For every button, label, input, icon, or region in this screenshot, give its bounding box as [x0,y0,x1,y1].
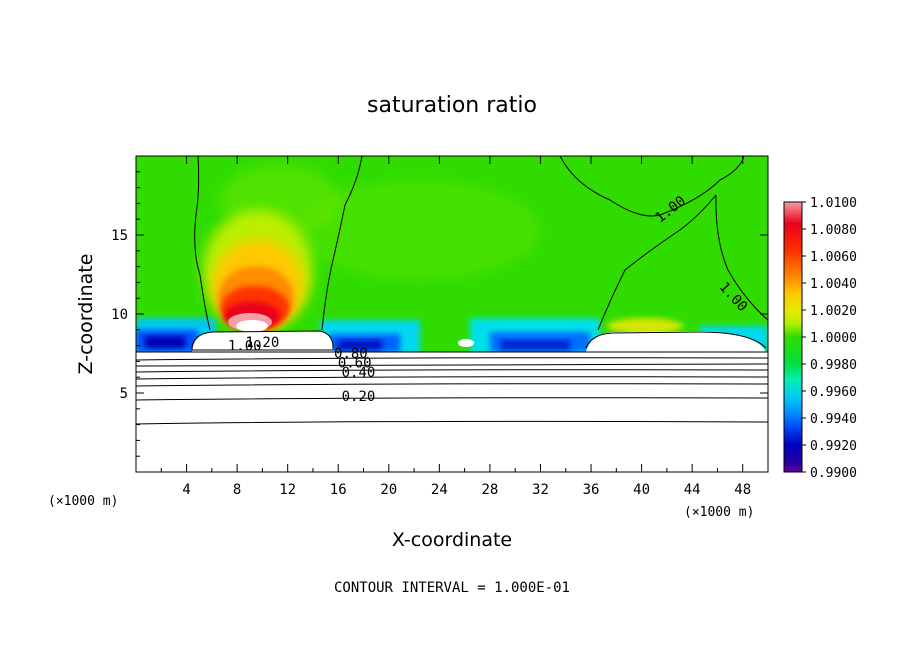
heatmap-field [136,156,768,472]
colorbar-label: 1.0060 [810,250,857,265]
x-tick-label: 32 [532,482,549,498]
contour-interval-note: CONTOUR INTERVAL = 1.000E-01 [334,580,570,596]
chart-title: saturation ratio [367,93,537,118]
colorbar-label: 0.9980 [810,358,857,373]
colorbar-label: 1.0000 [810,331,857,346]
x-tick-label: 36 [583,482,600,498]
y-tick-label: 10 [111,307,128,323]
x-tick-label: 16 [330,482,347,498]
x-tick-label: 8 [233,482,241,498]
x-tick-label: 48 [734,482,751,498]
x-tick-label: 28 [481,482,498,498]
x-tick-label: 20 [380,482,397,498]
contour-label: 0.60 [338,356,372,372]
colorbar-label: 1.0100 [810,196,857,211]
colorbar-label: 0.9920 [810,439,857,454]
colorbar-label: 0.9900 [810,466,857,481]
colorbar-label: 0.9960 [810,385,857,400]
colorbar-label: 1.0080 [810,223,857,238]
colorbar-label: 0.9940 [810,412,857,427]
y-tick-label: 5 [120,386,128,402]
colorbar-label: 1.0020 [810,304,857,319]
x-tick-label: 24 [431,482,448,498]
x-unit-left: (×1000 m) [48,494,118,509]
contour-label: 0.40 [342,365,376,381]
x-tick-label: 44 [684,482,701,498]
contour-label: 0.20 [342,389,376,405]
x-tick-label: 40 [633,482,650,498]
x-axis: 4 8 12 16 20 24 28 32 36 40 44 48 [160,156,751,498]
y-axis: 5 10 15 [111,171,768,457]
colorbar [783,201,803,473]
x-tick-label: 4 [182,482,190,498]
y-tick-label: 15 [111,228,128,244]
x-unit-right: (×1000 m) [684,505,754,520]
x-axis-label: X-coordinate [392,529,512,551]
colorbar-labels: 1.0100 1.0080 1.0060 1.0040 1.0020 1.0000 0.99… [802,196,857,481]
x-tick-label: 12 [279,482,296,498]
y-axis-label: Z-coordinate [75,254,97,375]
colorbar-label: 1.0040 [810,277,857,292]
contour-label: 1.20 [246,335,280,351]
contour-label: 1.00 [228,338,262,354]
contour-label: 0.80 [334,346,368,362]
